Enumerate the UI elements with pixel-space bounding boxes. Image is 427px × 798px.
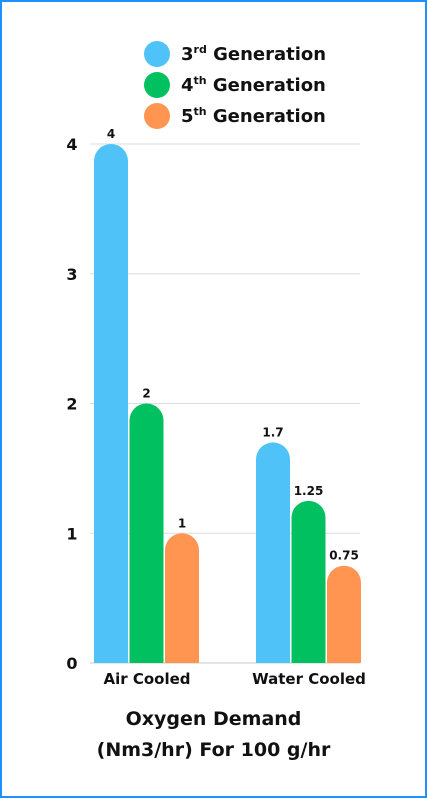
legend-item-5th-generation: 5th Generation [144,100,326,131]
x-tick-air-cooled: Air Cooled [103,670,191,688]
x-axis-title-line-1: Oxygen Demand [125,708,302,730]
bar [165,533,199,663]
data-label: 0.75 [329,549,359,563]
bar [291,500,326,663]
x-axis-title-line-2: (Nm3/hr) For 100 g/hr [96,739,331,761]
legend-swatch [144,71,170,98]
legend-item-4th-generation: 4th Generation [144,69,326,100]
legend-swatch [144,40,170,67]
y-tick-label: 0 [66,654,77,673]
bar [327,565,361,663]
legend: 3rd Generation 4th Generation 5th Genera… [144,38,326,131]
legend-label: 3rd Generation [181,42,327,65]
x-axis-title: Oxygen Demand (Nm3/hr) For 100 g/hr [0,704,427,766]
bar [256,442,290,663]
data-label: 4 [107,127,115,141]
y-tick-label: 1 [66,524,77,543]
y-tick-label: 2 [66,395,77,414]
data-label: 1.7 [262,425,283,439]
legend-label: 4th Generation [181,73,326,96]
data-label: 1 [178,516,186,530]
bar [129,403,164,663]
legend-label: 5th Generation [181,104,326,127]
x-tick-water-cooled: Water Cooled [252,670,366,688]
y-tick-label: 3 [66,265,77,284]
legend-item-3rd-generation: 3rd Generation [144,38,326,69]
bar [94,144,128,663]
legend-swatch [144,102,170,129]
data-label: 1.25 [294,484,324,498]
data-label: 2 [142,387,150,401]
y-tick-label: 4 [66,135,77,154]
